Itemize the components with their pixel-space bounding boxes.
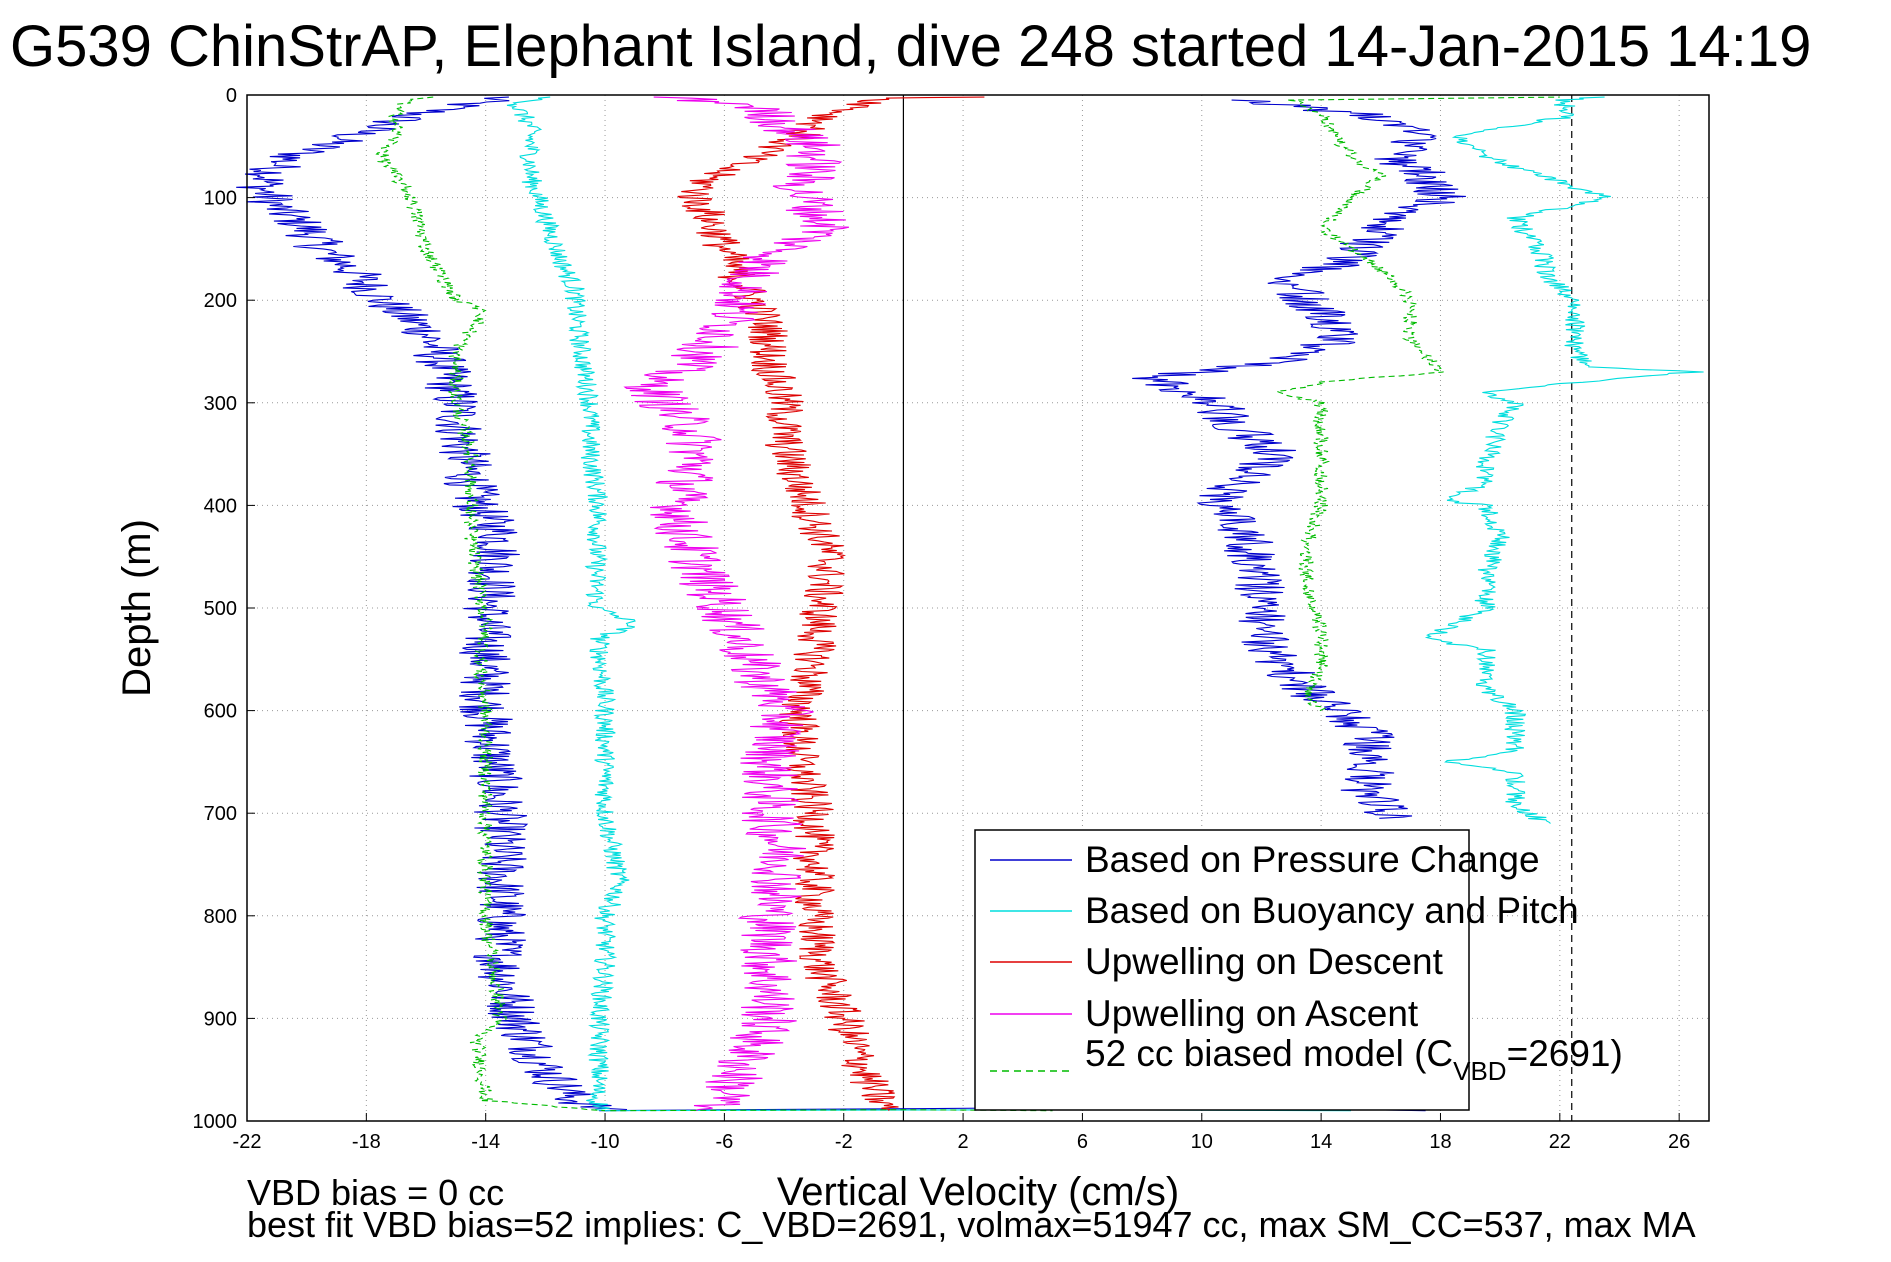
x-tick-label: -10 [591,1131,620,1153]
x-tick-label: -22 [233,1131,262,1153]
legend-label-upwelling-ascent: Upwelling on Ascent [1085,993,1419,1034]
vbd-bias-note: VBD bias = 0 cc [247,1172,504,1213]
series-line-3 [623,96,850,1112]
x-tick-label: 2 [958,1131,969,1153]
x-tick-label: 26 [1668,1131,1690,1153]
series-line-1 [1424,96,1704,824]
x-tick-label: 6 [1077,1131,1088,1153]
series-line-4 [375,96,606,1112]
y-tick-label: 700 [204,803,237,825]
y-tick-label: 500 [204,598,237,620]
legend-label-model-main: 52 cc biased model (C [1085,1033,1453,1074]
y-tick-label: 300 [204,393,237,415]
y-tick-label: 600 [204,701,237,723]
best-fit-note: best fit VBD bias=52 implies: C_VBD=2691… [247,1204,1696,1245]
series-line-0 [236,96,628,1112]
series-line-4 [1276,96,1560,712]
legend-label-pressure: Based on Pressure Change [1085,839,1540,880]
legend-label-model-subscript: VBD [1453,1056,1506,1086]
y-tick-label: 200 [204,290,237,312]
y-axis-label: Depth (m) [115,519,159,697]
x-axis-label: Vertical Velocity (cm/s) [777,1170,1179,1214]
x-tick-label: -2 [835,1131,853,1153]
x-tick-label: -14 [471,1131,500,1153]
legend-box [974,829,1470,1111]
y-tick-label: 400 [204,495,237,517]
legend: Based on Pressure Change Based on Buoyan… [974,829,1623,1111]
chart-title: G539 ChinStrAP, Elephant Island, dive 24… [10,14,1811,79]
y-tick-label: 800 [204,906,237,928]
x-tick-label: 18 [1429,1131,1451,1153]
reference-lines [902,95,1573,1121]
x-tick-label: 14 [1310,1131,1332,1153]
y-tick-label: 0 [226,85,237,107]
legend-label-buoyancy: Based on Buoyancy and Pitch [1085,890,1579,931]
x-tick-label: 22 [1549,1131,1571,1153]
x-tick-label: -6 [715,1131,733,1153]
series-line-1 [506,96,636,1112]
y-tick-label: 100 [204,188,237,210]
legend-label-biased-model: 52 cc biased model (CVBD=2691) [1085,1033,1623,1086]
y-tick-label: 900 [204,1008,237,1030]
x-tick-label: 10 [1191,1131,1213,1153]
series-line-0 [1132,99,1466,819]
y-tick-label: 1000 [193,1111,238,1133]
legend-label-model-tail: =2691) [1507,1033,1623,1074]
legend-label-upwelling-descent: Upwelling on Descent [1085,941,1444,982]
series-line-2 [677,96,985,1112]
axis-ticks: -22 -18 -14 -10 -6 -2 2 6 10 14 18 22 26010020030040… [193,85,1691,1153]
x-tick-label: -18 [352,1131,381,1153]
